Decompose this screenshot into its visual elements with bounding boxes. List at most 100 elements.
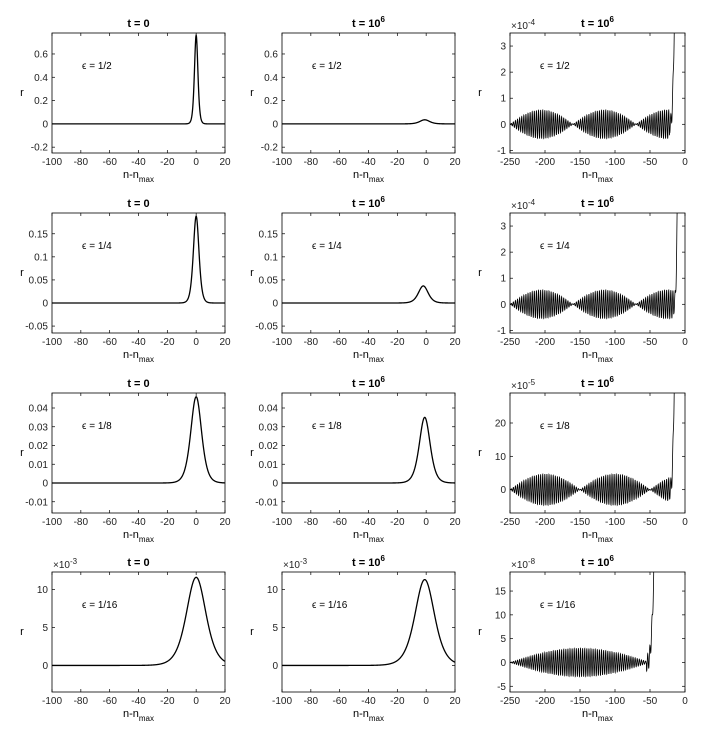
y-tick-label: 0.02 (259, 441, 279, 452)
x-tick-label: -80 (74, 157, 89, 168)
x-axis-label: n-nmax (123, 529, 154, 544)
x-tick-label: 0 (423, 696, 429, 707)
subplot-r0-c2: -250 -200 -150 -100 -50 0 -1 0 1 2 3 t = 106 n-nmax r… (478, 15, 688, 184)
series-line (52, 576, 225, 667)
x-tick-label: 0 (423, 517, 429, 528)
x-tick-label: -150 (570, 337, 590, 348)
y-axis-label: r (478, 626, 482, 638)
x-tick-label: 0 (682, 157, 688, 168)
subplot-title: t = 0 (127, 557, 149, 569)
x-label-text: n-n (123, 529, 139, 541)
axes-frame (281, 32, 456, 154)
y-tick-label: -1 (497, 146, 506, 157)
multiplier-base: ×10 (511, 560, 528, 571)
series-line (510, 393, 675, 507)
axes-frame (51, 212, 226, 334)
title-text: t = 10 (581, 198, 609, 210)
y-tick-label: 10 (495, 610, 507, 621)
y-tick-label: 0.04 (29, 404, 49, 415)
x-tick-label: -40 (131, 337, 146, 348)
y-tick-label: 3 (500, 222, 506, 233)
x-tick-label: 0 (423, 157, 429, 168)
subplot-title: t = 106 (352, 195, 385, 210)
x-label-text: n-n (582, 349, 598, 361)
x-label-text: n-n (582, 169, 598, 181)
title-text: t = 0 (127, 198, 149, 210)
x-tick-label: 0 (193, 157, 199, 168)
subplot-r1-c1: -100 -80 -60 -40 -20 0 20 -0.05 0 0.05 0.1 0.15 t = … (250, 195, 461, 364)
y-tick-label: 10 (37, 585, 49, 596)
epsilon-annotation: ϵ = 1/16 (312, 600, 348, 611)
x-axis-label: n-nmax (123, 169, 154, 184)
x-label-subscript: max (369, 714, 384, 723)
x-tick-label: -100 (605, 337, 625, 348)
title-exponent: 6 (380, 554, 385, 563)
x-tick-label: 20 (219, 517, 231, 528)
x-axis-label: n-nmax (353, 708, 384, 723)
series-line (510, 33, 675, 140)
x-tick-label: -20 (390, 696, 405, 707)
y-tick-label: 0.6 (34, 49, 48, 60)
x-label-text: n-n (582, 708, 598, 720)
x-axis-label: n-nmax (353, 529, 384, 544)
multiplier-base: ×10 (511, 21, 528, 32)
x-tick-label: 20 (219, 337, 231, 348)
x-tick-label: -200 (535, 696, 555, 707)
x-tick-label: -100 (42, 157, 62, 168)
x-axis-label: n-nmax (123, 708, 154, 723)
y-tick-label: 0 (272, 119, 278, 130)
y-axis-label: r (20, 267, 24, 279)
x-label-subscript: max (139, 175, 154, 184)
subplot-title: t = 106 (352, 15, 385, 30)
y-tick-label: 20 (495, 419, 507, 430)
title-text: t = 10 (352, 198, 380, 210)
x-tick-label: -40 (131, 696, 146, 707)
y-tick-label: 0 (272, 299, 278, 310)
x-tick-label: -200 (535, 157, 555, 168)
x-tick-label: -60 (332, 517, 347, 528)
title-text: t = 10 (352, 18, 380, 30)
subplot-r1-c2: -250 -200 -150 -100 -50 0 -1 0 1 2 3 t = 106 n-nmax r… (478, 195, 688, 364)
title-text: t = 10 (581, 557, 609, 569)
x-tick-label: 20 (219, 696, 231, 707)
x-label-subscript: max (369, 355, 384, 364)
epsilon-annotation: ϵ = 1/4 (312, 241, 342, 252)
series-line (510, 572, 655, 678)
y-tick-label: 15 (495, 587, 507, 598)
x-tick-label: -100 (272, 517, 292, 528)
title-exponent: 6 (380, 375, 385, 384)
y-tick-label: 0.6 (264, 49, 278, 60)
x-label-text: n-n (353, 349, 369, 361)
x-tick-label: -40 (131, 157, 146, 168)
series-line (52, 396, 225, 484)
x-tick-label: -100 (605, 157, 625, 168)
y-tick-label: 0.02 (29, 441, 49, 452)
y-axis-label: r (250, 87, 254, 99)
x-axis-label: n-nmax (582, 349, 613, 364)
epsilon-annotation: ϵ = 1/8 (540, 421, 570, 432)
y-tick-label: 0.05 (259, 275, 279, 286)
epsilon-annotation: ϵ = 1/4 (540, 241, 570, 252)
y-axis-label: r (20, 626, 24, 638)
y-tick-label: 0 (500, 485, 506, 496)
x-tick-label: -20 (160, 696, 175, 707)
y-tick-label: 0.4 (264, 73, 278, 84)
series-line (282, 285, 455, 304)
axis-multiplier: ×10-4 (511, 18, 536, 32)
multiplier-exponent: -4 (528, 198, 536, 207)
x-label-text: n-n (123, 169, 139, 181)
y-axis-label: r (478, 87, 482, 99)
multiplier-base: ×10 (283, 560, 300, 571)
y-tick-label: 0 (42, 479, 48, 490)
title-exponent: 6 (609, 195, 614, 204)
multiplier-base: ×10 (53, 560, 70, 571)
x-tick-label: -60 (102, 337, 117, 348)
multiplier-base: ×10 (511, 201, 528, 212)
y-tick-label: -0.05 (255, 322, 278, 333)
x-label-text: n-n (353, 169, 369, 181)
y-tick-label: 0.01 (259, 460, 279, 471)
x-tick-label: -250 (500, 337, 520, 348)
subplot-title: t = 0 (127, 198, 149, 210)
subplot-r3-c0: -100 -80 -60 -40 -20 0 20 0 5 10 t = 0 n-nmax r ϵ = 1… (20, 557, 231, 723)
